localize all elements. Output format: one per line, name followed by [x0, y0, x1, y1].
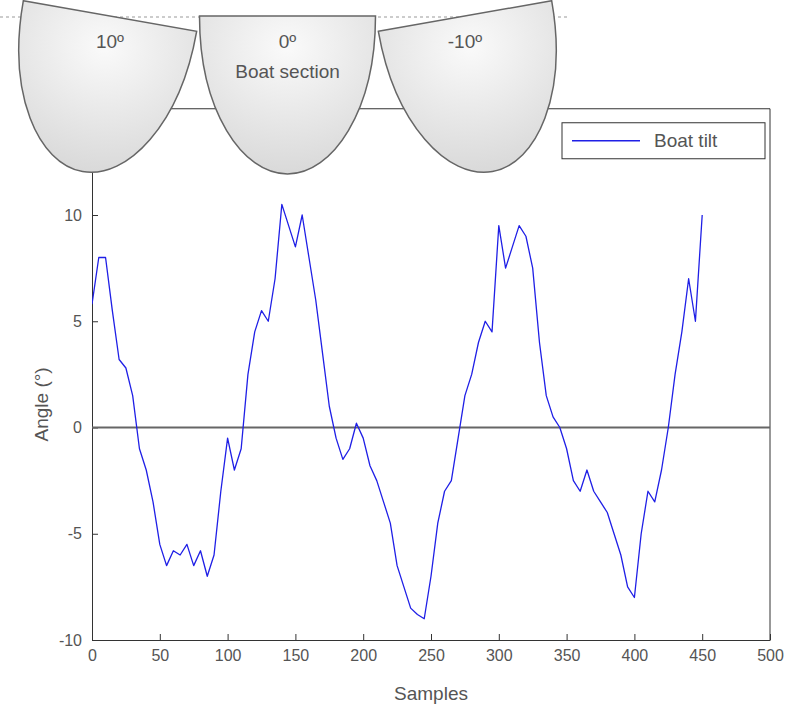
x-tick-mark	[634, 634, 635, 640]
x-tick-mark	[770, 634, 771, 640]
boat-section	[200, 16, 376, 174]
x-tick-label: 350	[554, 647, 581, 664]
x-tick-label: 300	[486, 647, 513, 664]
x-tick-label: 250	[418, 647, 445, 664]
x-tick-label: 150	[283, 647, 310, 664]
x-tick: 300	[486, 634, 513, 664]
x-tick: 500	[757, 634, 784, 664]
x-tick: 150	[283, 634, 310, 664]
x-tick-mark	[431, 634, 432, 640]
y-tick-label: 10	[64, 207, 82, 224]
y-tick-mark	[92, 321, 98, 322]
x-tick-mark	[702, 634, 703, 640]
x-tick-label: 200	[350, 647, 377, 664]
y-tick-label: 0	[73, 419, 82, 436]
x-tick-label: 50	[151, 647, 169, 664]
y-tick: 5	[73, 313, 98, 330]
x-axis-title: Samples	[394, 683, 468, 704]
x-tick: 350	[554, 634, 581, 664]
x-tick: 50	[151, 634, 169, 664]
x-tick-mark	[295, 634, 296, 640]
x-tick: 450	[689, 634, 716, 664]
y-tick-mark	[92, 215, 98, 216]
x-tick: 100	[215, 634, 242, 664]
y-tick-mark	[92, 534, 98, 535]
y-tick: -10	[59, 632, 98, 649]
x-tick: 400	[622, 634, 649, 664]
y-tick-label: -10	[59, 632, 82, 649]
plot-frame	[92, 109, 770, 640]
x-tick: 200	[350, 634, 377, 664]
x-tick-label: 450	[689, 647, 716, 664]
x-axis: 0 50 100 150 200 250 300 350 400 450 500	[88, 634, 784, 664]
boat-section	[378, 1, 579, 187]
x-tick: 250	[418, 634, 445, 664]
x-tick-mark	[499, 634, 500, 640]
x-tick-mark	[363, 634, 364, 640]
boat-angle-label: -10º	[448, 31, 482, 52]
y-tick-label: -5	[68, 525, 82, 542]
boat-angle-label: 0º	[279, 31, 297, 52]
plot-area	[92, 204, 770, 618]
legend: Boat tilt	[562, 123, 765, 159]
legend-box	[562, 123, 765, 159]
legend-swatch	[572, 140, 640, 142]
boat-caption: Boat section	[235, 61, 340, 82]
boat-section	[0, 1, 197, 187]
y-axis: -10 -5 0 5 10	[59, 109, 98, 648]
y-tick: 10	[64, 207, 98, 224]
x-tick-mark	[567, 634, 568, 640]
legend-label: Boat tilt	[654, 130, 718, 151]
y-axis-title: Angle (°)	[31, 367, 52, 441]
boat-diagram: 10º 0º Boat section -10º	[0, 1, 579, 187]
y-tick-mark	[92, 640, 98, 641]
x-tick-label: 100	[215, 647, 242, 664]
y-axis-line	[92, 109, 93, 640]
y-tick-label: 5	[73, 313, 82, 330]
x-tick-label: 0	[88, 647, 97, 664]
x-axis-line	[93, 640, 771, 641]
boat-angle-label: 10º	[96, 31, 124, 52]
x-tick-label: 500	[757, 647, 784, 664]
chart: 0 50 100 150 200 250 300 350 400 450 500 -10 -5 0 5 10 S…	[0, 0, 788, 714]
x-tick-label: 400	[622, 647, 649, 664]
series-line	[92, 204, 702, 618]
y-tick: -5	[68, 525, 98, 542]
x-tick-mark	[160, 634, 161, 640]
x-tick-mark	[228, 634, 229, 640]
